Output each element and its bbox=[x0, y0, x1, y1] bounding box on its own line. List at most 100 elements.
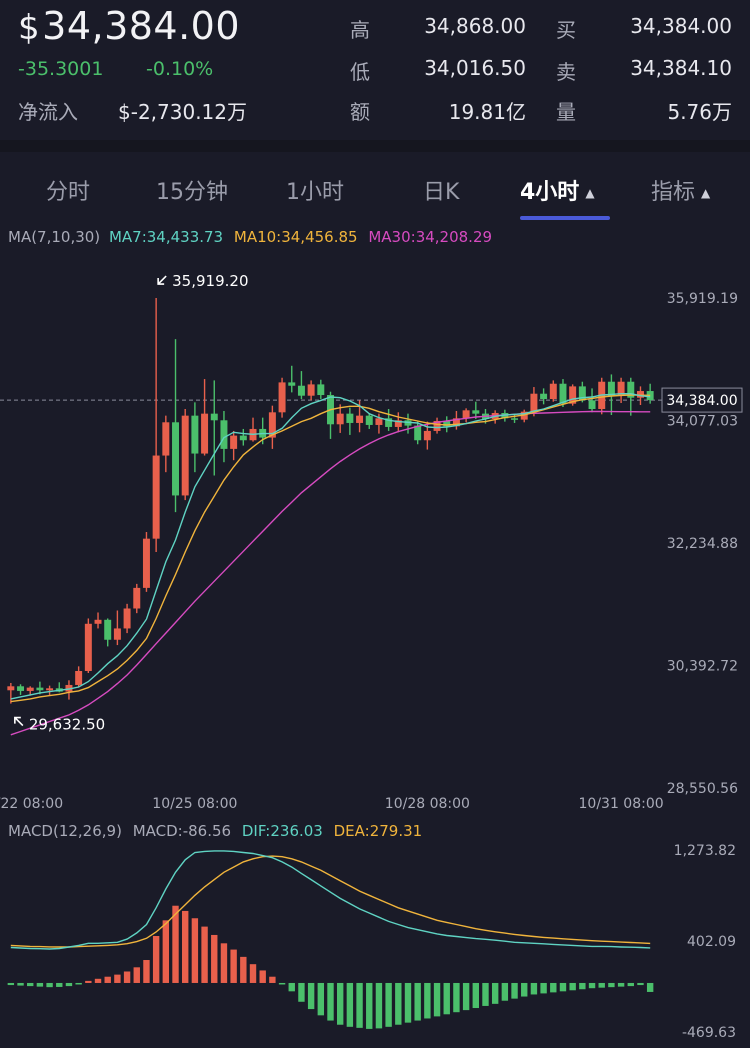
dropdown-triangle-icon: ▲ bbox=[585, 186, 595, 200]
candle-body bbox=[346, 413, 354, 423]
candle-body bbox=[452, 418, 460, 427]
dif-value: DIF:236.03 bbox=[241, 822, 323, 840]
candle-body bbox=[394, 420, 402, 427]
candle-body bbox=[210, 413, 218, 421]
candle-body bbox=[636, 391, 644, 398]
stat-value-volume: 5.76万 bbox=[667, 100, 732, 124]
macd-histogram-bar bbox=[588, 982, 596, 989]
stat-value-high: 34,868.00 bbox=[424, 14, 526, 38]
macd-histogram-bar bbox=[152, 935, 160, 983]
macd-histogram-bar bbox=[327, 982, 334, 1021]
macd-histogram-bar bbox=[462, 982, 470, 1011]
macd-histogram-bar bbox=[404, 982, 412, 1023]
macd-histogram-bar bbox=[278, 982, 286, 985]
min-price-label: 29,632.50 bbox=[29, 716, 105, 734]
stat-label-high: 高 bbox=[350, 18, 370, 42]
macd-histogram-bar bbox=[453, 982, 460, 1013]
ma-params: MA(7,10,30) bbox=[8, 228, 101, 246]
time-axis-label: 10/22 08:00 bbox=[0, 796, 63, 812]
macd-histogram-bar bbox=[637, 982, 644, 986]
dif-line bbox=[10, 850, 651, 950]
candle-body bbox=[133, 587, 141, 609]
ma30-value: MA30:34,208.29 bbox=[368, 228, 493, 246]
macd-histogram-bar bbox=[569, 982, 576, 991]
macd-histogram-bar bbox=[191, 918, 199, 983]
macd-histogram-bar bbox=[36, 982, 44, 987]
macd-histogram-bar bbox=[201, 926, 208, 983]
macd-histogram-bar bbox=[540, 982, 547, 994]
stat-label-ask: 卖 bbox=[556, 60, 576, 84]
candle-body bbox=[94, 619, 102, 624]
tab-1hour[interactable]: 1小时 bbox=[286, 180, 344, 205]
currency-symbol: $ bbox=[18, 8, 41, 48]
header-separator bbox=[0, 140, 750, 152]
macd-histogram-bar bbox=[395, 982, 402, 1025]
candle-body bbox=[152, 455, 160, 539]
candle-body bbox=[317, 384, 325, 396]
candle-body bbox=[297, 385, 305, 396]
macd-histogram-bar bbox=[414, 982, 421, 1021]
candle-body bbox=[230, 435, 238, 449]
candle-body bbox=[627, 381, 635, 398]
macd-histogram-bar bbox=[579, 982, 586, 990]
macd-histogram-bar bbox=[162, 920, 170, 983]
price-axis-tick-label: 35,919.19 bbox=[667, 291, 738, 307]
macd-histogram-bar bbox=[85, 980, 92, 983]
tab-4hour[interactable]: 4小时 ▲ bbox=[520, 174, 595, 206]
candle-body bbox=[423, 430, 431, 441]
macd-histogram-bar bbox=[259, 970, 266, 983]
macd-histogram-bar bbox=[182, 910, 189, 983]
candle-body bbox=[530, 393, 538, 412]
macd-histogram-bar bbox=[143, 960, 150, 983]
candle-body bbox=[375, 418, 383, 425]
stat-label-turnover: 额 bbox=[350, 100, 370, 124]
macd-histogram-bar bbox=[501, 982, 509, 1001]
candle-body bbox=[549, 383, 557, 400]
macd-histogram-bar bbox=[433, 982, 441, 1017]
tab-daily[interactable]: 日K bbox=[423, 180, 460, 205]
macd-histogram-bar bbox=[550, 982, 557, 993]
candle-body bbox=[356, 415, 364, 423]
price-change: -35.3001 bbox=[18, 58, 104, 80]
macd-histogram-bar bbox=[104, 976, 111, 983]
macd-legend: MACD(12,26,9) MACD:-86.56 DIF:236.03 DEA… bbox=[8, 822, 422, 840]
candle-body bbox=[433, 420, 441, 431]
macd-histogram-bar bbox=[27, 982, 34, 987]
price-axis-tick-label: 34,077.03 bbox=[667, 414, 738, 430]
macd-histogram-bar bbox=[346, 982, 354, 1027]
time-axis-label: 10/31 08:00 bbox=[579, 796, 664, 812]
macd-histogram-bar bbox=[65, 982, 73, 987]
max-price-label: 35,919.20 bbox=[172, 272, 248, 290]
max-arrow-icon bbox=[157, 275, 167, 285]
candle-body bbox=[511, 418, 519, 420]
last-price-tag-label: 34,384.00 bbox=[666, 393, 737, 409]
macd-histogram-bar bbox=[424, 982, 431, 1019]
macd-histogram-bar bbox=[133, 967, 140, 983]
candle-body bbox=[588, 400, 596, 409]
stat-value-bid: 34,384.00 bbox=[630, 14, 732, 38]
tab-timeshare[interactable]: 分时 bbox=[46, 180, 91, 205]
candle-body bbox=[7, 686, 15, 691]
macd-value: MACD:-86.56 bbox=[132, 822, 232, 840]
candle-body bbox=[46, 688, 54, 691]
candle-body bbox=[181, 415, 189, 496]
stat-value-turnover: 19.81亿 bbox=[448, 100, 526, 124]
macd-histogram-bar bbox=[17, 982, 24, 986]
last-price-value: 34,384.00 bbox=[42, 4, 241, 48]
candle-body bbox=[540, 393, 548, 400]
min-arrow-icon bbox=[14, 716, 24, 727]
candle-body bbox=[268, 412, 276, 438]
ma7-line bbox=[10, 392, 651, 700]
macd-axis-tick-label: -469.63 bbox=[682, 1025, 736, 1041]
candle-body bbox=[36, 687, 44, 691]
candle-body bbox=[239, 435, 247, 441]
ma30-line bbox=[10, 410, 651, 736]
candle-body bbox=[559, 383, 567, 404]
macd-histogram-bar bbox=[317, 982, 325, 1016]
tab-15min[interactable]: 15分钟 bbox=[156, 180, 228, 205]
tab-indicators-label: 指标 bbox=[651, 180, 696, 205]
candle-body bbox=[414, 425, 422, 441]
candle-body bbox=[191, 415, 199, 454]
kline-chart[interactable]: 35,919.19 34,077.03 32,234.88 30,392.72 28,5… bbox=[0, 222, 750, 1048]
tab-indicators[interactable]: 指标 ▲ bbox=[651, 174, 710, 206]
